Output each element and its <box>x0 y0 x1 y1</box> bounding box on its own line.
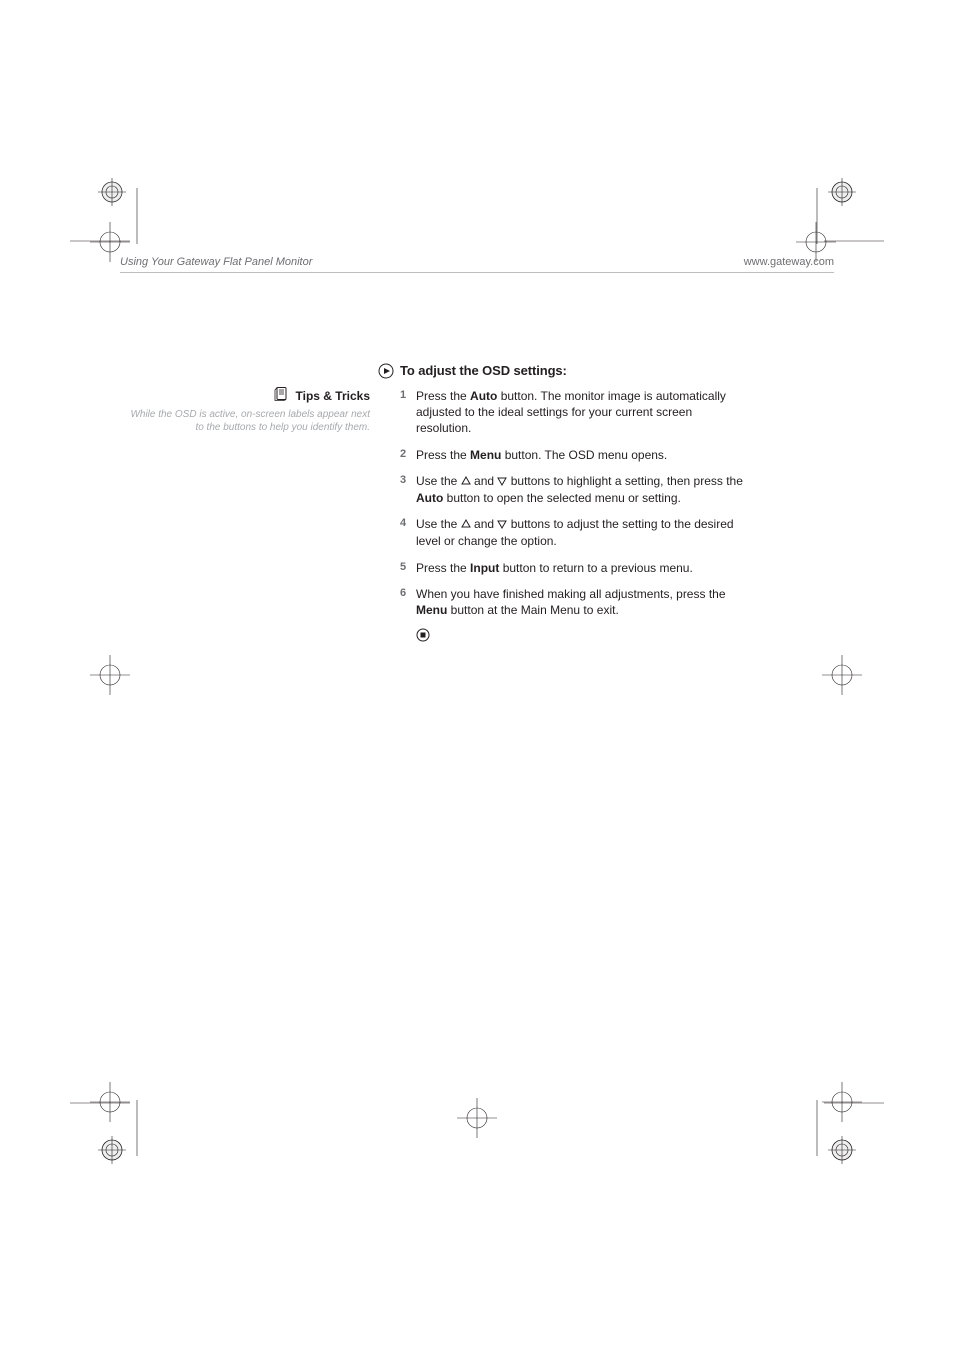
crop-target-br <box>828 1136 856 1164</box>
step-2: Press the Menu button. The OSD menu open… <box>400 447 745 463</box>
procedure-title: To adjust the OSD settings: <box>400 363 567 378</box>
crop-line-bl-h <box>70 1102 130 1104</box>
header-rule <box>120 272 834 273</box>
tips-heading-text: Tips & Tricks <box>296 389 370 403</box>
crop-line-br-v <box>816 1100 818 1156</box>
procedure: To adjust the OSD settings: Press the Au… <box>400 363 745 647</box>
crop-line-br-h <box>824 1102 884 1104</box>
triangle-down-icon <box>497 517 507 533</box>
step-5: Press the Input button to return to a pr… <box>400 560 745 576</box>
step-4: Use the and buttons to adjust the settin… <box>400 516 745 549</box>
step-1: Press the Auto button. The monitor image… <box>400 388 745 437</box>
stop-circle-icon <box>416 628 745 647</box>
running-header: Using Your Gateway Flat Panel Monitor ww… <box>120 256 834 268</box>
tips-heading: Tips & Tricks <box>120 386 370 405</box>
tips-doc-icon <box>274 386 290 405</box>
crop-line-bl-v <box>136 1100 138 1156</box>
crop-cross-rm <box>822 655 862 695</box>
crop-target-tr <box>828 178 856 206</box>
crop-target-bl <box>98 1136 126 1164</box>
step-6: When you have finished making all adjust… <box>400 586 745 618</box>
header-right: www.gateway.com <box>744 256 834 268</box>
page: Using Your Gateway Flat Panel Monitor ww… <box>0 0 954 1350</box>
crop-cross-bc <box>457 1098 497 1138</box>
crop-cross-lm <box>90 655 130 695</box>
crop-line-tl-v <box>136 188 138 244</box>
triangle-down-icon <box>497 474 507 490</box>
step-3: Use the and buttons to highlight a setti… <box>400 473 745 506</box>
steps-list: Press the Auto button. The monitor image… <box>400 388 745 618</box>
play-circle-icon <box>378 363 394 384</box>
tips-body: While the OSD is active, on-screen label… <box>120 409 370 434</box>
header-left: Using Your Gateway Flat Panel Monitor <box>120 256 312 268</box>
crop-target-tl <box>98 178 126 206</box>
triangle-up-icon <box>461 517 471 533</box>
triangle-up-icon <box>461 474 471 490</box>
procedure-heading: To adjust the OSD settings: <box>400 363 745 378</box>
tips-tricks-box: Tips & Tricks While the OSD is active, o… <box>120 386 370 434</box>
